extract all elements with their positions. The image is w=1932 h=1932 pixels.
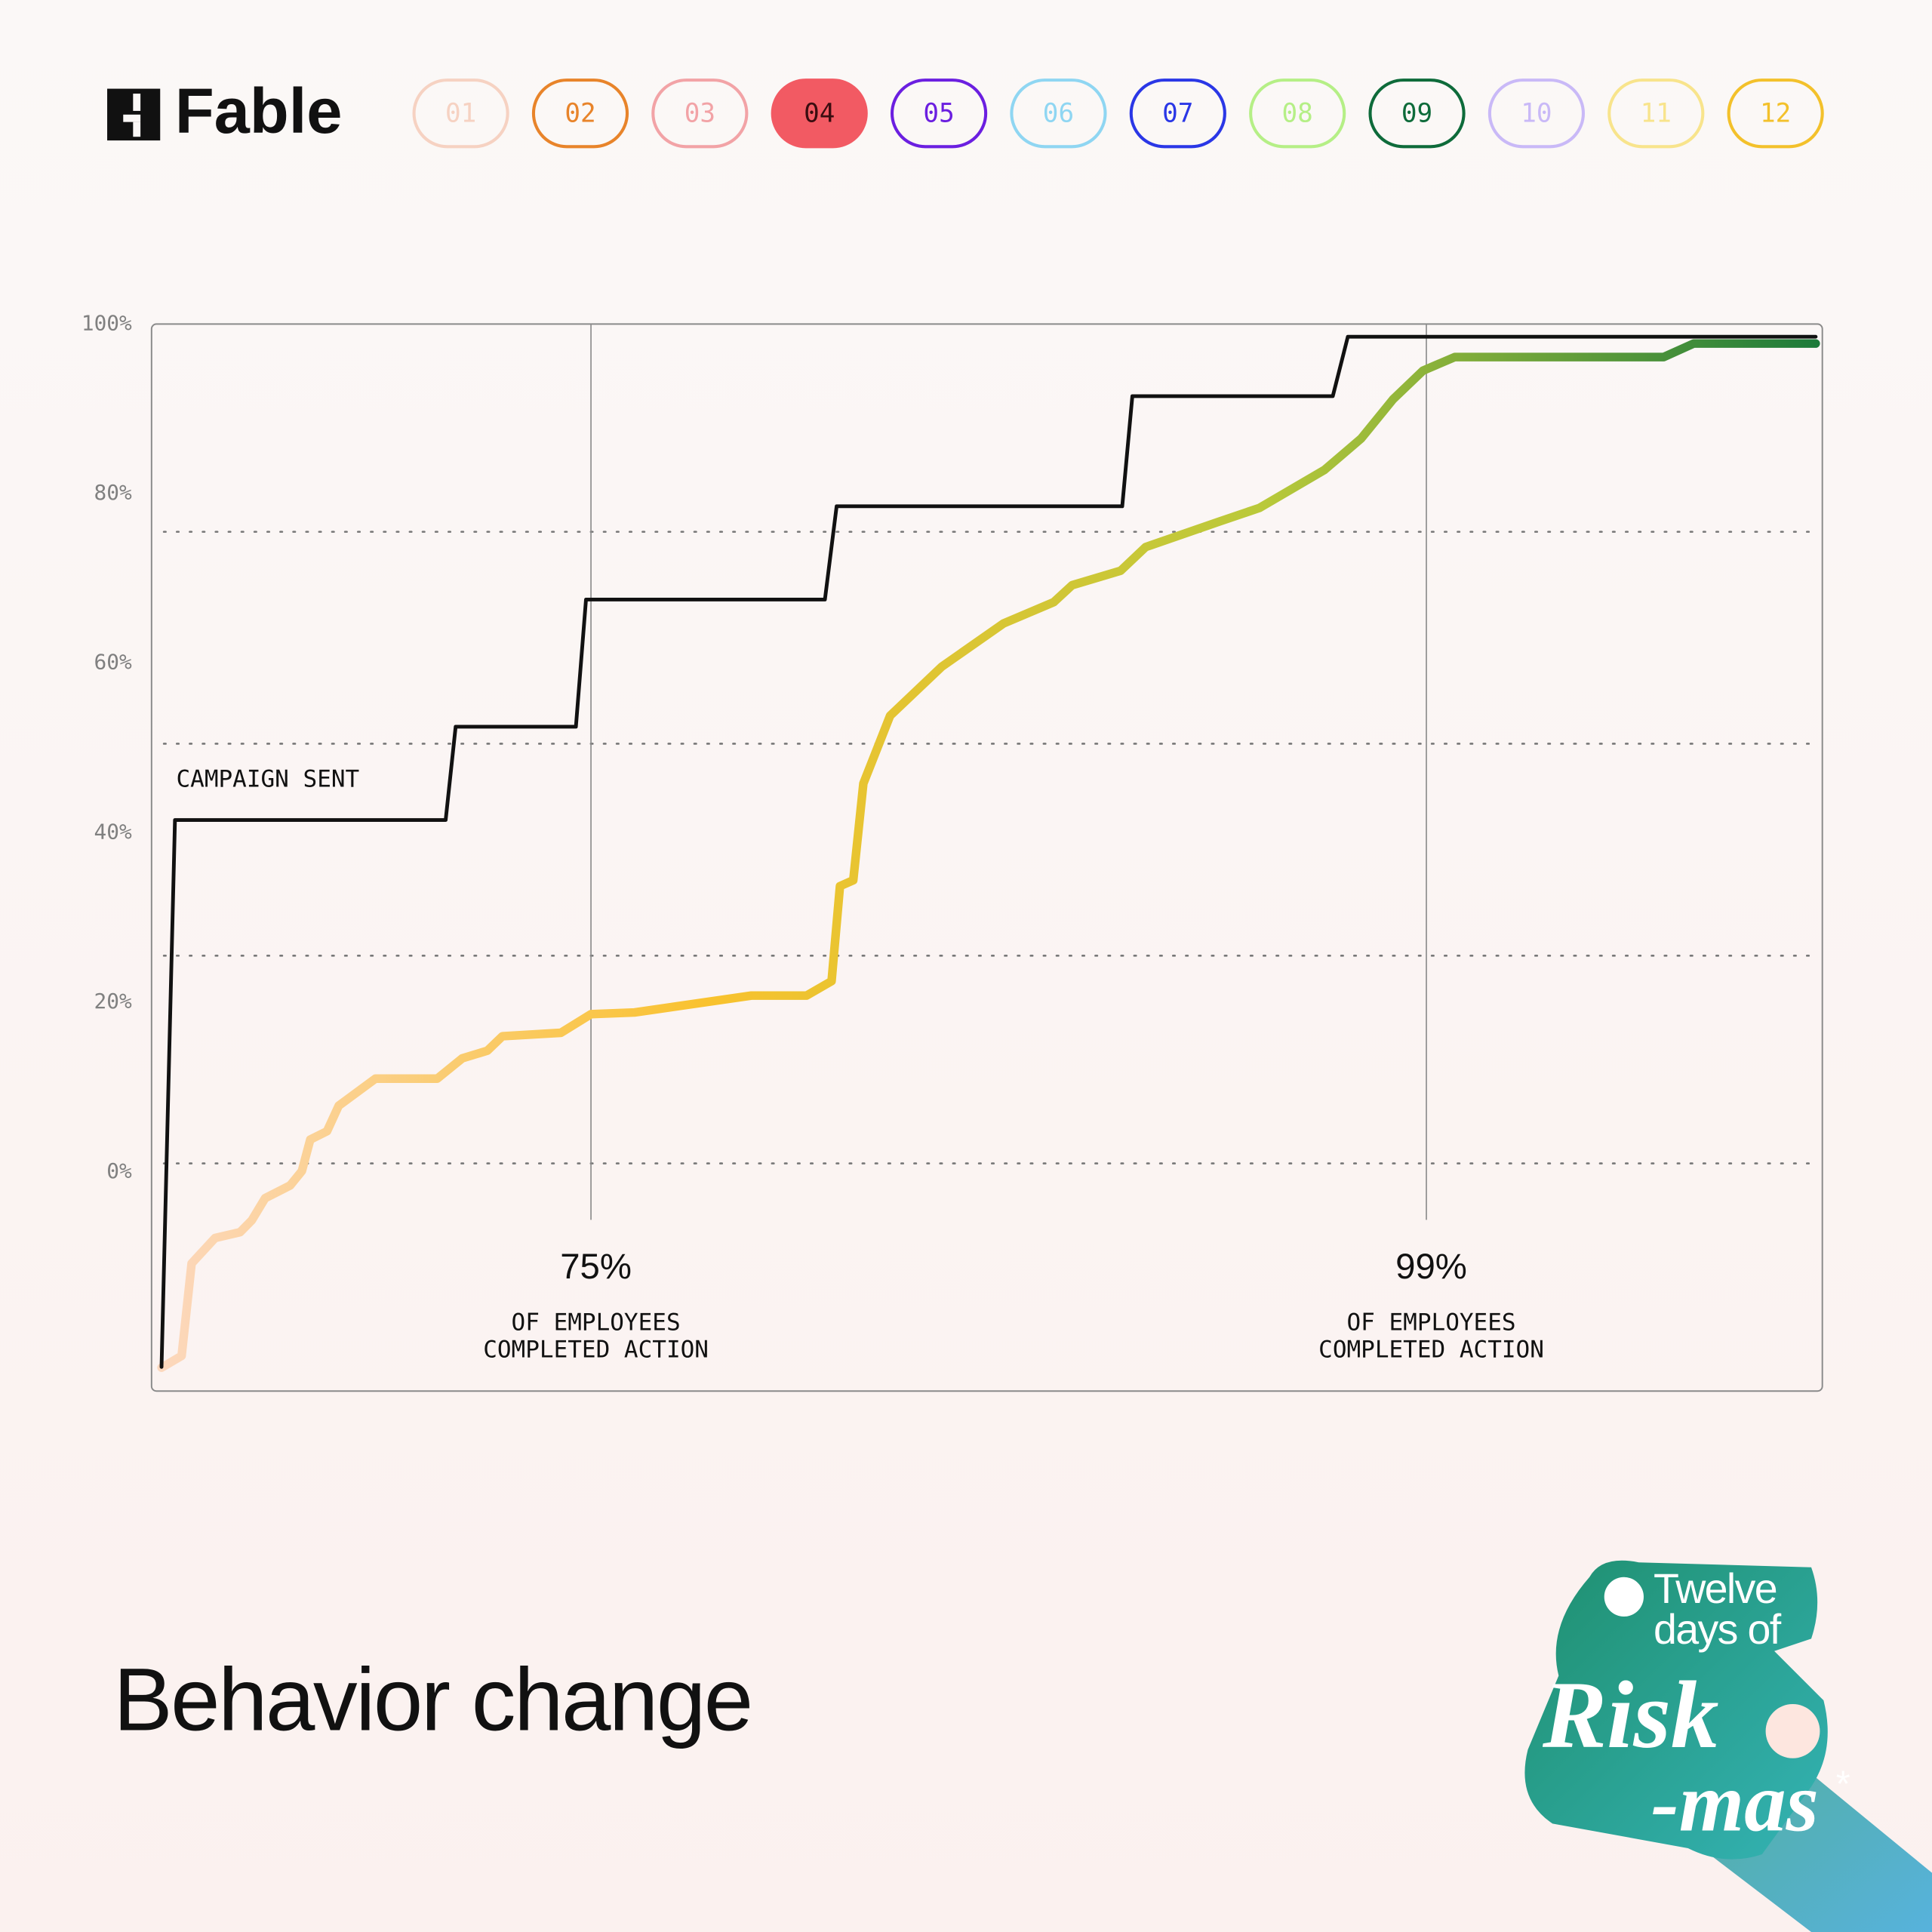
y-tick-label: 40%	[94, 819, 132, 844]
day-label: 06	[1043, 98, 1074, 128]
day-pill	[651, 78, 749, 149]
day-label: 02	[565, 98, 595, 128]
day-label: 09	[1401, 98, 1432, 128]
y-tick-label: 60%	[94, 650, 132, 675]
logo-text: Fable	[175, 75, 343, 146]
badge: Twelve days of Risk -mas *	[1524, 1560, 1932, 1932]
day-label: 12	[1760, 98, 1791, 128]
badge-text: Twelve	[1654, 1565, 1777, 1612]
y-tick-label: 100%	[82, 310, 132, 335]
day-pill	[891, 78, 988, 149]
badge-script: -mas	[1651, 1756, 1819, 1849]
plot-frame	[150, 323, 1823, 1392]
day-nav: 01 02 03 04 05 06 07 08 09 10 11 12	[412, 78, 1824, 149]
day-pill	[1727, 78, 1824, 149]
badge-mark: *	[1836, 1764, 1850, 1804]
day-pill	[1487, 78, 1585, 149]
day-label: 05	[923, 98, 954, 128]
day-label: 08	[1282, 98, 1313, 128]
day-pill	[1249, 78, 1346, 149]
logo: Fable	[107, 75, 343, 146]
series-label: CAMPAIGN SENT	[176, 765, 359, 792]
page-title: Behavior change	[113, 1650, 752, 1749]
logo-cut	[133, 94, 141, 111]
chart: 0%20%40%60%80%100%75%OF EMPLOYEESCOMPLET…	[82, 310, 1820, 1372]
day-pill	[771, 78, 868, 149]
day-label: 11	[1641, 98, 1672, 128]
y-tick-label: 20%	[94, 989, 132, 1014]
day-pill	[1368, 78, 1466, 149]
day-pill	[1010, 78, 1107, 149]
day-label: 07	[1162, 98, 1193, 128]
day-pill	[412, 78, 509, 149]
badge-shape	[1524, 1560, 1828, 1860]
annotation-value: 99%	[1395, 1247, 1467, 1287]
badge-star	[1604, 1577, 1644, 1617]
day-pill	[1129, 78, 1226, 149]
y-tick-label: 0%	[106, 1158, 132, 1183]
annotation-text: OF EMPLOYEES	[1346, 1309, 1515, 1336]
badge-script: Risk	[1542, 1662, 1719, 1768]
day-label: 10	[1521, 98, 1552, 128]
y-tick-label: 80%	[94, 480, 132, 505]
logo-cut	[123, 114, 141, 122]
badge-text: days of	[1654, 1606, 1782, 1653]
day-label: 01	[445, 98, 476, 128]
day-label: 04	[804, 98, 835, 128]
badge-ornament	[1765, 1703, 1820, 1758]
annotation-value: 75%	[560, 1247, 632, 1287]
day-pill	[1607, 78, 1705, 149]
day-pill	[531, 78, 629, 149]
annotation-text: COMPLETED ACTION	[1318, 1336, 1544, 1363]
annotation-text: COMPLETED ACTION	[483, 1336, 709, 1363]
series-line	[157, 339, 1820, 1372]
annotation-text: OF EMPLOYEES	[512, 1309, 681, 1336]
series-line	[159, 334, 1818, 1369]
day-label: 03	[685, 98, 715, 128]
logo-cut	[133, 122, 141, 137]
